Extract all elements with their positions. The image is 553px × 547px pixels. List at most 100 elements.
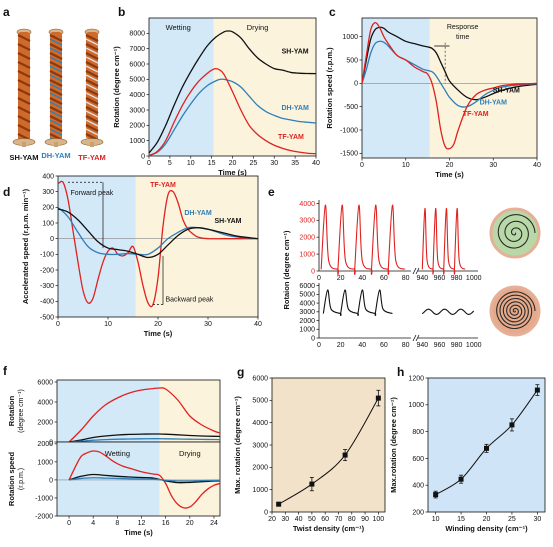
axis-break <box>412 267 417 275</box>
data-point <box>342 452 348 458</box>
yarn-twist <box>85 34 99 42</box>
series-line-0.14 <box>69 438 221 443</box>
y-axis-label: Rotation (degree cm⁻¹) <box>112 46 121 128</box>
x-tick-label: 5 <box>168 160 172 167</box>
x-tick-label: 20 <box>337 275 345 282</box>
wetting-label: Wetting <box>166 23 191 32</box>
yarn-stripe <box>49 65 63 73</box>
yarn-twist <box>85 106 99 114</box>
y-tick-label: 5000 <box>252 398 268 405</box>
yarn-stripe <box>85 74 99 82</box>
data-point <box>484 445 489 451</box>
yarn-stripe <box>85 65 99 73</box>
y-tick-label: 0 <box>264 509 268 516</box>
yarn-stripe <box>85 83 99 91</box>
panel-letter-d: d <box>3 185 10 199</box>
y-tick-label: 1000 <box>299 327 315 334</box>
plot-background <box>272 378 385 512</box>
y-tick-label: 5000 <box>129 77 145 84</box>
yarn-stripe <box>49 128 63 136</box>
series-label-tf: TF-YAM <box>463 111 489 118</box>
spiral-icon-loose <box>497 214 536 249</box>
series-label-dh: DH-YAM <box>281 105 309 112</box>
x-tick-label: 960 <box>434 342 446 349</box>
axis-break <box>415 334 420 342</box>
yarn-twist <box>49 34 63 42</box>
x-tick-label: 40 <box>358 275 366 282</box>
y-tick-label: 0 <box>49 477 53 484</box>
x-tick-label: 15 <box>457 516 465 523</box>
yarn-twist <box>85 115 99 123</box>
yarn-twist <box>17 79 31 87</box>
x-axis-label: Time (s) <box>218 168 247 177</box>
yarn-body <box>18 32 30 142</box>
y-tick-label: 2000 <box>129 123 145 130</box>
y-tick-label: 4000 <box>37 399 53 406</box>
x-tick-label: 90 <box>361 516 369 523</box>
y-tick-label: 800 <box>412 429 424 436</box>
x-tick-label: 10 <box>104 321 112 328</box>
yarn-stripe <box>49 74 63 82</box>
yarn-twist <box>17 52 31 60</box>
y-tick-label: 4000 <box>299 300 315 307</box>
x-tick-label: 80 <box>402 342 410 349</box>
yarn-twist <box>49 106 63 114</box>
yarn-stem <box>90 142 94 147</box>
series-line-SH-YAM <box>57 208 259 259</box>
x-tick-label: 25 <box>249 160 257 167</box>
y-tick-label: 7000 <box>129 46 145 53</box>
x-tick-label: 80 <box>402 275 410 282</box>
panel-letter-e: e <box>268 185 275 199</box>
panel-b-chart: 0 5 10 15 20 25 30 35 40 0 1000 2000 3000 4000 5000 600… <box>112 17 320 177</box>
x-tick-label: 70 <box>335 516 343 523</box>
wetting-label: Wetting <box>105 449 130 458</box>
x-tick-label: 16 <box>162 520 170 527</box>
y-tick-label: -500 <box>40 314 54 321</box>
x-tick-label: 40 <box>358 342 366 349</box>
yarn-twist <box>49 70 63 78</box>
yarn-label: DH-YAM <box>41 151 70 160</box>
yarn-stripe <box>49 101 63 109</box>
x-axis-label: Winding density (cm⁻¹) <box>445 524 528 533</box>
yarn-twist <box>85 70 99 78</box>
data-point <box>309 481 315 487</box>
series-line-TF-YAM <box>361 22 538 150</box>
y-tick-label: 0 <box>50 236 54 243</box>
series-line-1.67 <box>68 450 221 509</box>
y-tick-label: -1000 <box>340 127 358 134</box>
x-tick-label: 20 <box>268 516 276 523</box>
x-tick-label: 960 <box>434 275 446 282</box>
x-axis-label: Time (s) <box>144 329 173 338</box>
series-label-sh: SH-YAM <box>282 48 309 55</box>
panel-letter-g: g <box>237 365 244 379</box>
x-tick-label: 25 <box>508 516 516 523</box>
y-tick-label: 600 <box>412 456 424 463</box>
x-tick-label: 0 <box>147 160 151 167</box>
x-tick-label: 0 <box>67 520 71 527</box>
y-tick-label: 0 <box>354 81 358 88</box>
x-tick-label: 980 <box>451 342 463 349</box>
series-line-TF-YAM <box>148 67 317 157</box>
x-tick-label: 10 <box>402 162 410 169</box>
y-tick-label: 1000 <box>129 138 145 145</box>
y-tick-label: 2000 <box>37 441 53 448</box>
yarn-stripe <box>49 92 63 100</box>
x-tick-label: 60 <box>321 516 329 523</box>
x-tick-label: 50 <box>308 516 316 523</box>
yarn-stem <box>22 142 26 147</box>
x-tick-label: 0 <box>360 162 364 169</box>
series-line-tf-late <box>421 207 466 275</box>
fit-line <box>278 397 379 505</box>
x-tick-label: 940 <box>416 275 428 282</box>
yarn-stripe <box>85 38 99 46</box>
y-tick-label: 2000 <box>299 318 315 325</box>
y-tick-label: 3000 <box>299 218 315 225</box>
x-tick-label: 30 <box>204 321 212 328</box>
x-axis-label: Time (s) <box>124 528 153 537</box>
yarn-stripe <box>85 119 99 127</box>
yarn-stripe <box>49 38 63 46</box>
yarn-stripe <box>85 101 99 109</box>
x-tick-label: 940 <box>416 342 428 349</box>
yarn-twist <box>49 88 63 96</box>
